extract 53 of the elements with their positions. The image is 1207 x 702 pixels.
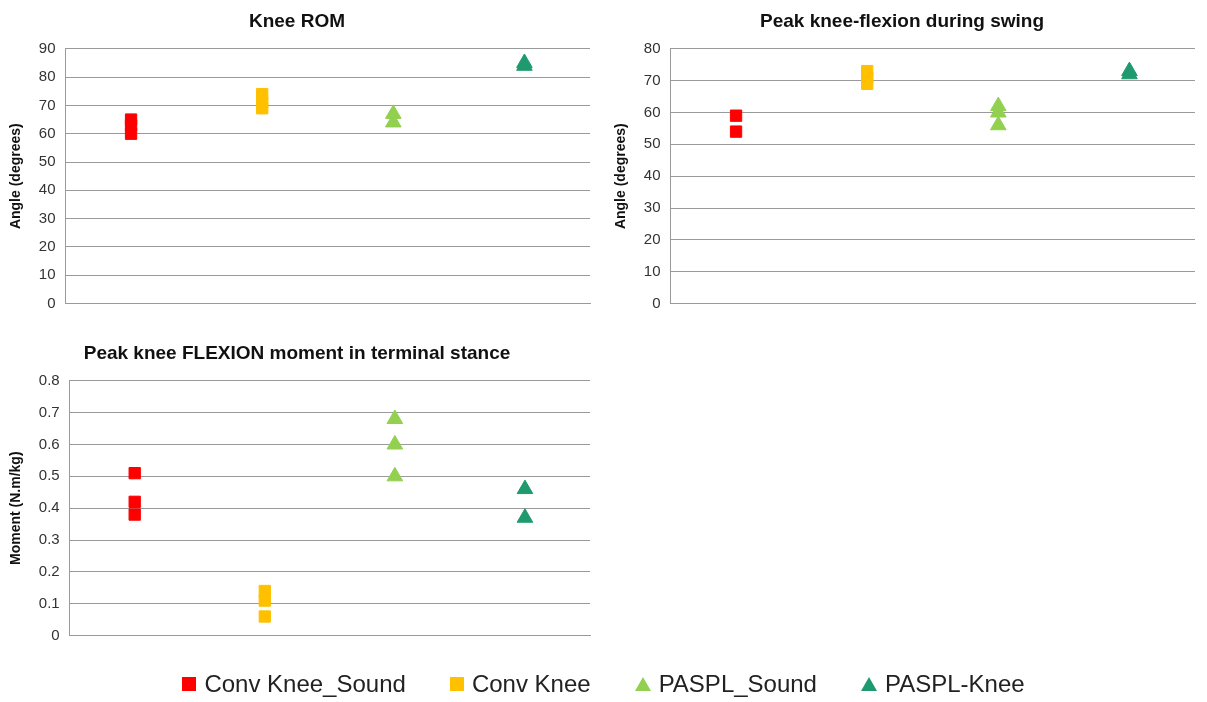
- y-tick-label: 50: [643, 134, 661, 152]
- y-tick-label: 80: [38, 67, 56, 85]
- y-tick-label: 0.3: [38, 530, 60, 548]
- y-tick-label: 70: [38, 95, 56, 113]
- point: [861, 64, 874, 78]
- y-tick-label: 0.4: [38, 498, 60, 516]
- legend-label: Conv Knee_Sound: [204, 670, 406, 698]
- y-tick-label: 60: [643, 102, 661, 120]
- y-tick-label: 0.2: [38, 562, 60, 580]
- y-tick-label: 0.7: [38, 402, 60, 420]
- y-axis-title: Angle (degrees): [7, 123, 24, 230]
- y-tick-label: 10: [38, 265, 56, 283]
- point: [386, 435, 404, 450]
- y-tick-label: 60: [38, 123, 56, 141]
- chart-title: Peak knee FLEXION moment in terminal stance: [83, 341, 511, 363]
- point: [128, 495, 141, 508]
- y-axis-title: Moment (N.m/kg): [7, 451, 24, 565]
- y-tick-label: 0: [51, 625, 60, 643]
- y-tick-label: 0: [47, 293, 56, 311]
- point: [386, 466, 404, 482]
- point: [990, 96, 1007, 112]
- point: [258, 584, 271, 598]
- y-tick-label: 0.5: [38, 466, 60, 484]
- y-tick-label: 0.6: [38, 434, 60, 452]
- y-tick-label: 90: [38, 38, 56, 56]
- y-tick-label: 30: [643, 198, 661, 216]
- legend-label: PASPL-Knee: [884, 670, 1025, 698]
- y-tick-label: 0.1: [38, 593, 60, 611]
- point: [386, 409, 404, 425]
- point: [128, 508, 141, 521]
- point: [128, 467, 141, 480]
- point: [729, 125, 743, 138]
- y-tick-label: 80: [643, 38, 661, 56]
- y-tick-label: 10: [643, 261, 661, 279]
- y-tick-label: 50: [38, 152, 56, 170]
- chart-title: Peak knee-flexion during swing: [759, 9, 1045, 31]
- y-axis-title: Angle (degrees): [612, 123, 629, 230]
- point: [729, 109, 743, 122]
- point: [516, 508, 534, 523]
- y-tick-label: 20: [643, 230, 661, 248]
- y-tick-label: 0: [652, 293, 661, 311]
- y-tick-label: 30: [38, 208, 56, 226]
- chart-title: Knee ROM: [248, 9, 346, 31]
- point: [990, 115, 1007, 131]
- legend-label: PASPL_Sound: [658, 670, 817, 698]
- point: [258, 610, 271, 623]
- y-tick-label: 40: [38, 180, 56, 198]
- y-tick-label: 40: [643, 166, 661, 184]
- y-tick-label: 0.8: [38, 370, 60, 388]
- point: [516, 479, 534, 495]
- y-tick-label: 20: [38, 237, 56, 255]
- legend-label: Conv Knee: [471, 670, 591, 698]
- y-tick-label: 70: [643, 70, 661, 88]
